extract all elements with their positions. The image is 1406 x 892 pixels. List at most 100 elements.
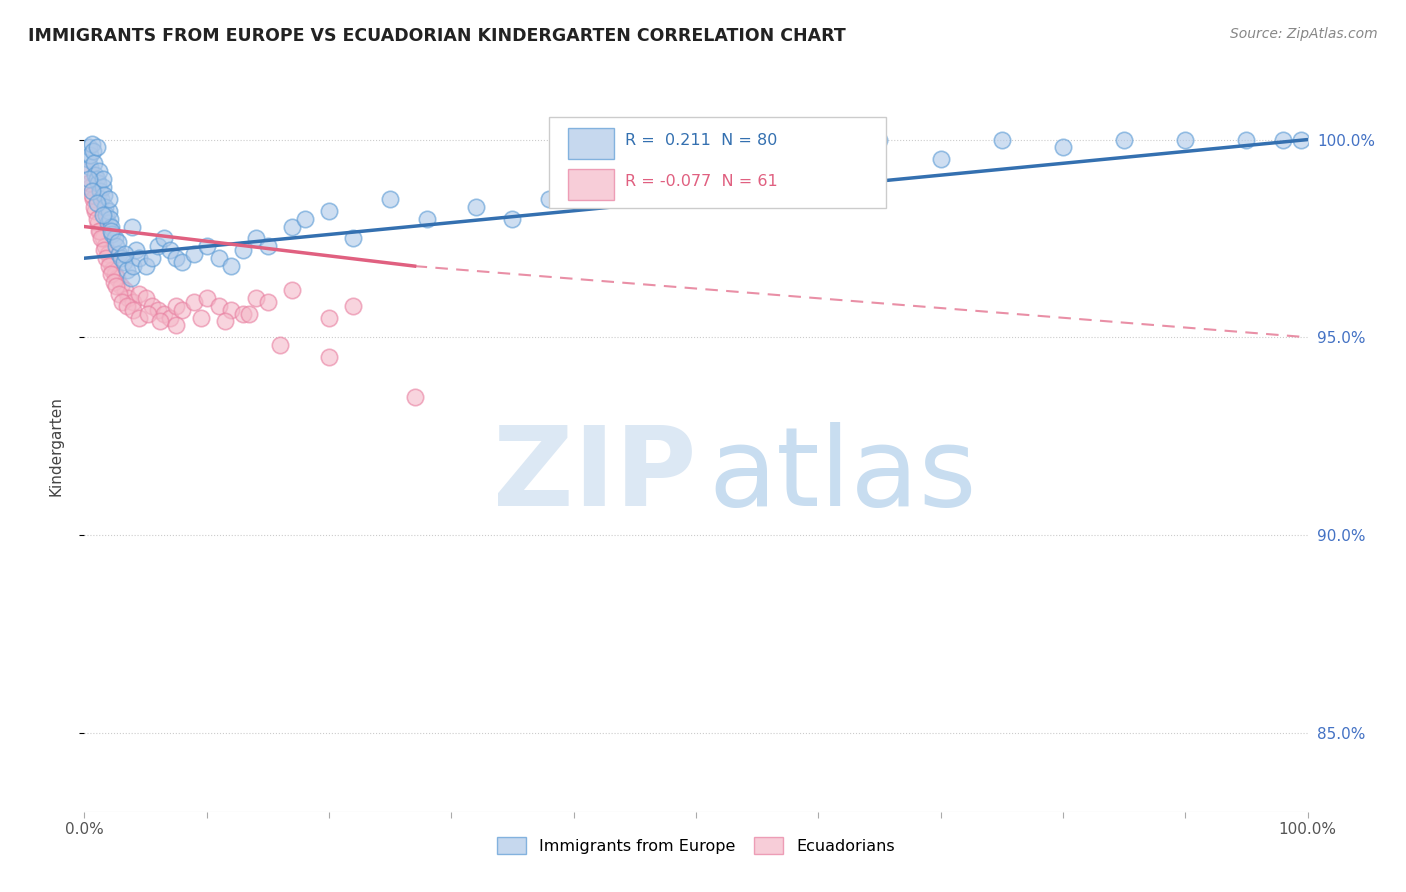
Point [208,299,231,313]
Point [146,239,169,253]
Y-axis label: Kindergarten: Kindergarten [49,396,63,496]
Point [342,299,364,313]
Point [318,310,340,325]
Point [104,267,127,281]
Point [538,192,561,206]
Point [1052,140,1074,154]
Point [214,314,236,328]
Point [105,271,128,285]
Point [77,172,100,186]
Point [141,299,163,313]
Point [115,263,138,277]
Point [929,153,952,167]
Point [93,244,115,258]
Point [105,239,128,253]
Point [107,235,129,250]
Point [183,247,205,261]
Point [97,247,120,261]
Point [80,188,103,202]
Point [77,164,100,178]
Point [84,203,107,218]
Point [183,294,205,309]
Point [89,184,111,198]
Point [165,318,187,333]
Point [125,244,148,258]
Point [80,136,103,151]
Point [219,302,242,317]
Point [135,259,157,273]
Point [257,239,280,253]
Point [79,180,101,194]
Point [122,294,145,309]
Point [502,211,524,226]
Point [103,275,125,289]
Text: IMMIGRANTS FROM EUROPE VS ECUADORIAN KINDERGARTEN CORRELATION CHART: IMMIGRANTS FROM EUROPE VS ECUADORIAN KIN… [28,27,846,45]
Point [624,164,647,178]
Point [114,283,136,297]
Point [153,231,176,245]
Point [98,255,121,269]
Text: ZIP: ZIP [492,422,696,529]
Point [82,192,104,206]
Point [172,255,194,269]
Point [1291,132,1313,146]
Point [84,168,107,182]
Point [1174,132,1197,146]
Point [195,291,218,305]
Point [269,338,291,352]
Point [281,219,304,234]
Point [86,195,108,210]
Point [110,278,132,293]
Point [91,172,114,186]
Point [416,211,439,226]
Point [100,267,122,281]
Point [807,140,830,154]
Point [586,172,609,186]
Point [79,148,101,162]
Point [153,307,176,321]
Point [232,307,254,321]
Point [97,259,120,273]
Point [208,251,231,265]
Point [87,216,110,230]
Point [165,251,187,265]
Point [195,239,218,253]
Point [146,302,169,317]
Point [97,203,120,218]
Point [991,132,1014,146]
Point [1114,132,1136,146]
FancyBboxPatch shape [568,128,614,159]
Point [112,255,135,269]
Point [111,294,134,309]
Point [318,203,340,218]
Point [86,172,108,186]
Point [294,211,316,226]
Point [245,231,267,245]
Point [318,350,340,364]
Point [96,208,118,222]
Point [87,176,110,190]
FancyBboxPatch shape [550,117,886,209]
Point [82,184,104,198]
Point [94,200,117,214]
Point [97,216,120,230]
Point [115,299,138,313]
Point [87,223,110,237]
Point [86,211,108,226]
Point [159,244,181,258]
Point [77,176,100,190]
Point [257,294,280,309]
Point [104,231,127,245]
Point [464,200,486,214]
Point [98,211,121,226]
Point [79,161,101,175]
Point [404,390,426,404]
Point [135,291,157,305]
Point [141,251,163,265]
Text: atlas: atlas [709,422,977,529]
Point [97,192,120,206]
Point [128,251,150,265]
Point [91,180,114,194]
Point [128,310,150,325]
Point [190,310,212,325]
